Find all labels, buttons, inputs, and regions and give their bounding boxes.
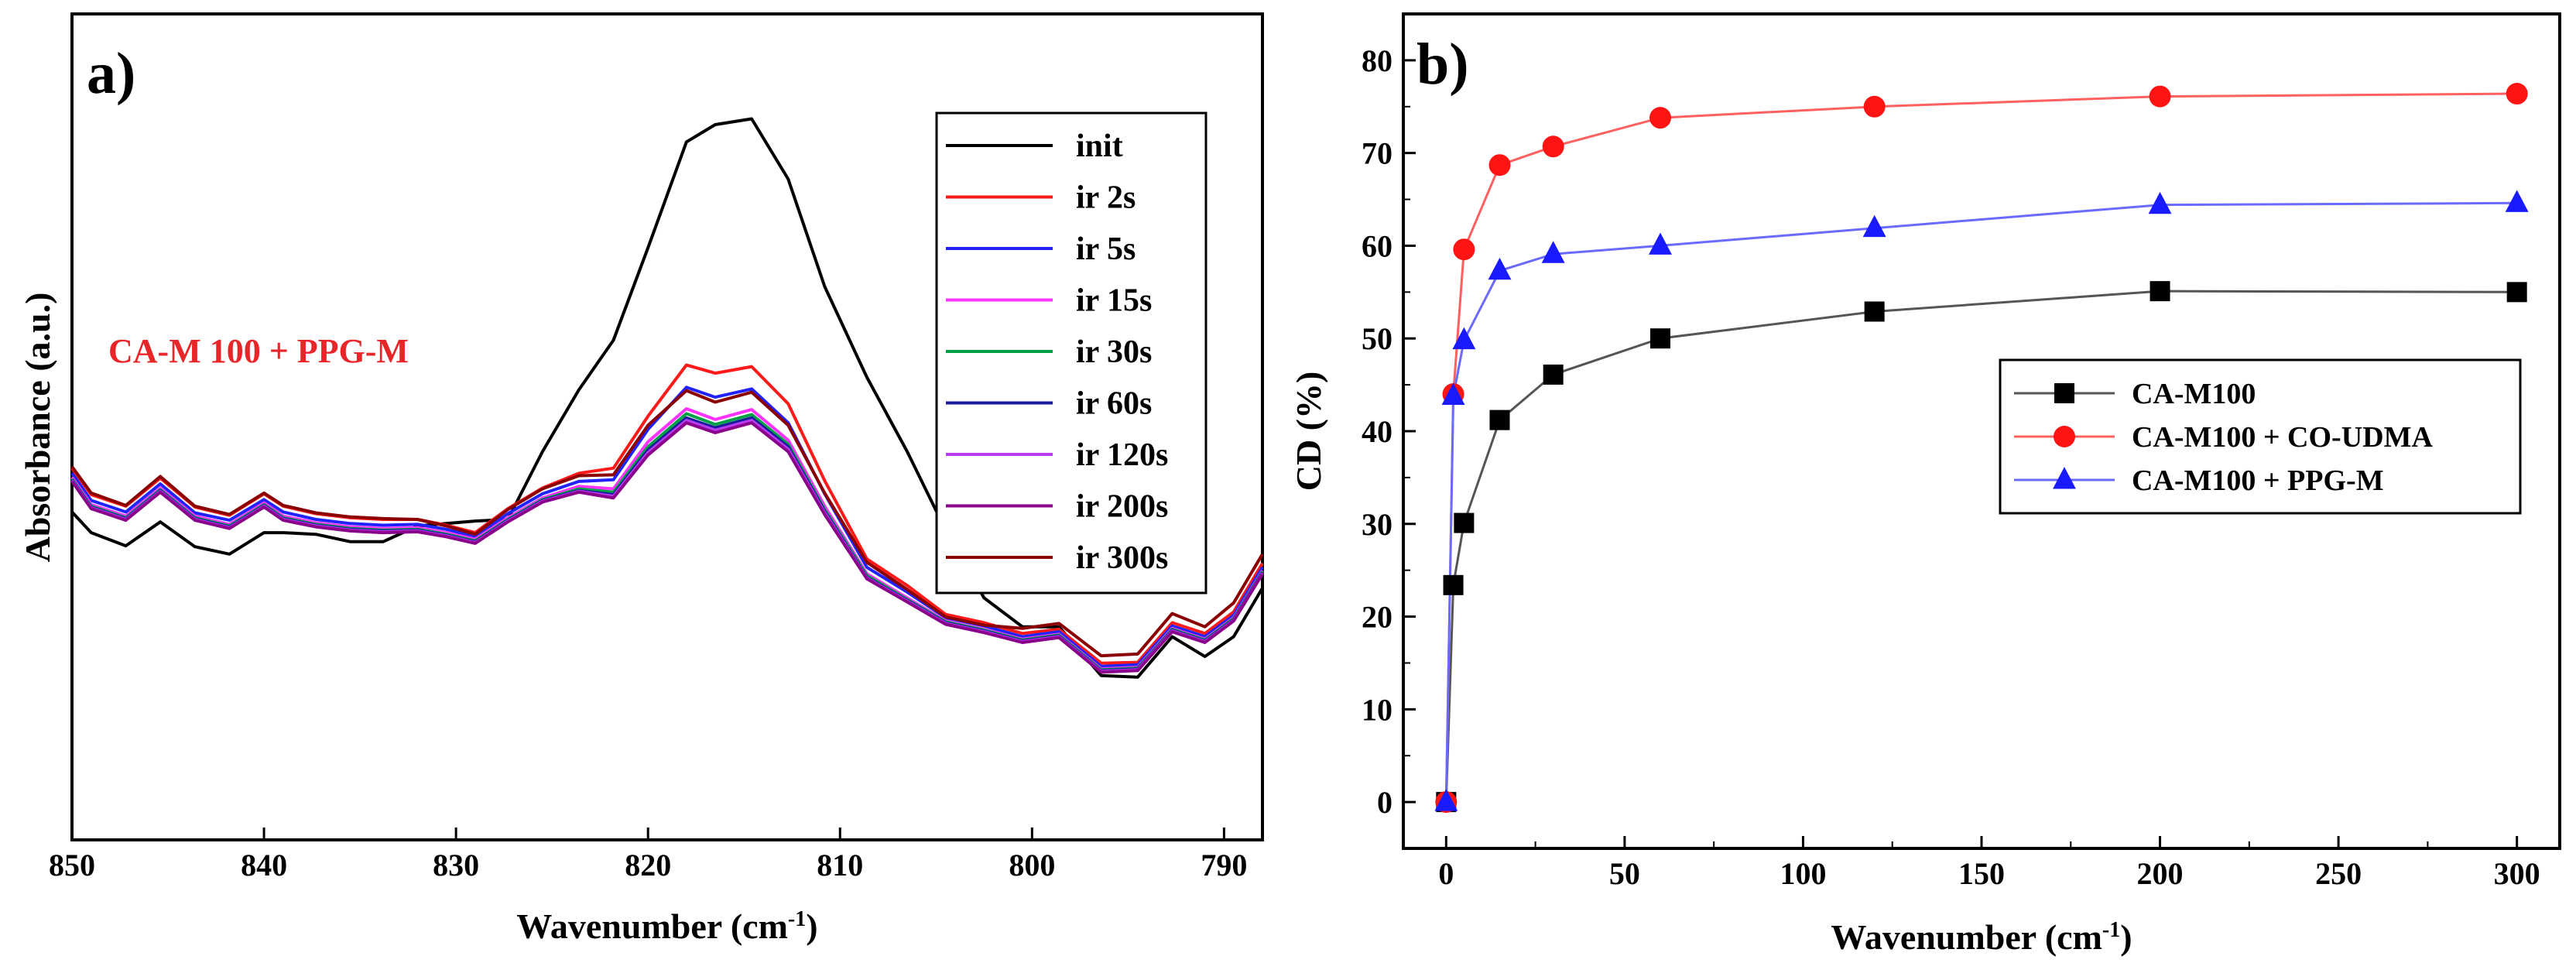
- data-point: [2505, 190, 2529, 212]
- data-point: [2506, 282, 2527, 303]
- panel-a-y-axis-title: Absorbance (a.u.): [18, 293, 57, 563]
- legend-label: CA-M100: [2132, 378, 2256, 410]
- data-point: [1863, 95, 1886, 118]
- data-point: [1452, 327, 1476, 350]
- y-tick-label: 20: [1362, 600, 1392, 635]
- legend-label: ir 2s: [1076, 180, 1136, 216]
- y-tick-label: 40: [1362, 414, 1392, 449]
- legend-label: ir 60s: [1076, 386, 1152, 422]
- data-point: [1441, 382, 1465, 405]
- data-point: [1650, 328, 1670, 349]
- data-point: [1488, 154, 1511, 176]
- data-point: [1541, 241, 1565, 263]
- x-tick-label: 200: [2137, 856, 2184, 891]
- x-tick-label: 810: [817, 848, 863, 882]
- panel-b-x-ticks: 0 50 100 150 200 250 300: [1438, 836, 2540, 891]
- data-point: [1434, 789, 1458, 811]
- panel-a-x-axis-title: Wavenumber (cm-1): [516, 906, 817, 946]
- data-point: [2148, 191, 2172, 214]
- x-tick-label: 850: [49, 848, 95, 882]
- panel-a-annotation: CA-M 100 + PPG-M: [108, 332, 409, 370]
- data-point: [1543, 364, 1564, 385]
- panel-b-y-axis-title: CD (%): [1289, 372, 1328, 492]
- data-point: [1864, 301, 1885, 322]
- legend-label: ir 15s: [1076, 283, 1152, 319]
- legend-label: ir 120s: [1076, 437, 1168, 473]
- data-point: [1649, 232, 1672, 255]
- panel-b-x-axis-title: Wavenumber (cm-1): [1831, 917, 2132, 957]
- x-tick-label: 0: [1438, 856, 1454, 891]
- data-point: [1488, 257, 1512, 280]
- y-tick-label: 10: [1362, 692, 1392, 727]
- x-tick-label: 150: [1958, 856, 2005, 891]
- series-line-ir-300s: [70, 389, 1264, 658]
- data-point: [1542, 135, 1564, 158]
- y-tick-label: 80: [1362, 43, 1392, 78]
- y-tick-label: 30: [1362, 507, 1392, 542]
- panel-a-legend: init ir 2s ir 5s ir 15s ir 30s ir 60s ir 120s i…: [935, 111, 1208, 595]
- legend-marker: [2053, 467, 2076, 489]
- legend-label: ir 5s: [1076, 231, 1136, 267]
- data-point: [1862, 214, 1886, 238]
- panel-a: 850 840 830 820 810 800 790 a) CA-M 100 + PPG-…: [18, 12, 1264, 946]
- panel-b-series: [1434, 83, 2529, 814]
- data-point: [1453, 238, 1475, 261]
- y-tick-label: 0: [1377, 785, 1392, 820]
- legend-label: CA-M100 + PPG-M: [2132, 464, 2384, 497]
- x-tick-label: 800: [1009, 848, 1055, 882]
- series-line-ir-5s: [70, 385, 1264, 668]
- x-tick-label: 300: [2494, 856, 2540, 891]
- x-tick-label: 50: [1609, 856, 1640, 891]
- data-point: [2150, 281, 2170, 302]
- legend-marker: [2054, 383, 2074, 403]
- data-point: [1454, 512, 1475, 533]
- legend-label: CA-M100 + CO-UDMA: [2132, 421, 2433, 454]
- y-tick-label: 60: [1362, 228, 1392, 263]
- x-tick-label: 840: [241, 848, 287, 882]
- legend-label: ir 300s: [1076, 540, 1168, 576]
- data-point: [1489, 409, 1510, 430]
- y-tick-label: 50: [1362, 321, 1392, 356]
- x-tick-label: 250: [2315, 856, 2362, 891]
- legend-label: ir 30s: [1076, 334, 1152, 370]
- panel-a-x-ticks: 850 840 830 820 810 800 790: [49, 828, 1247, 882]
- panel-b-label: b): [1416, 32, 1469, 97]
- legend-label: ir 200s: [1076, 489, 1168, 525]
- y-tick-label: 70: [1362, 136, 1392, 171]
- data-point: [1649, 107, 1671, 129]
- x-tick-label: 830: [433, 848, 479, 882]
- panel-a-label: a): [87, 41, 135, 106]
- x-tick-label: 820: [625, 848, 671, 882]
- panel-b-legend: CA-M100 CA-M100 + CO-UDMA CA-M100 + PPG-M: [1999, 358, 2522, 515]
- panel-a-series-lines: [70, 117, 1264, 679]
- panel-b-y-ticks: 0 10 20 30 40 50 60 70 80: [1362, 43, 1416, 820]
- legend-label: init: [1076, 128, 1123, 164]
- legend-marker: [2054, 426, 2075, 447]
- data-point: [2506, 83, 2528, 105]
- x-tick-label: 100: [1780, 856, 1826, 891]
- x-tick-label: 790: [1201, 848, 1247, 882]
- series-line-ir-200s: [70, 421, 1264, 674]
- data-point: [1443, 574, 1464, 595]
- data-point: [2149, 85, 2171, 108]
